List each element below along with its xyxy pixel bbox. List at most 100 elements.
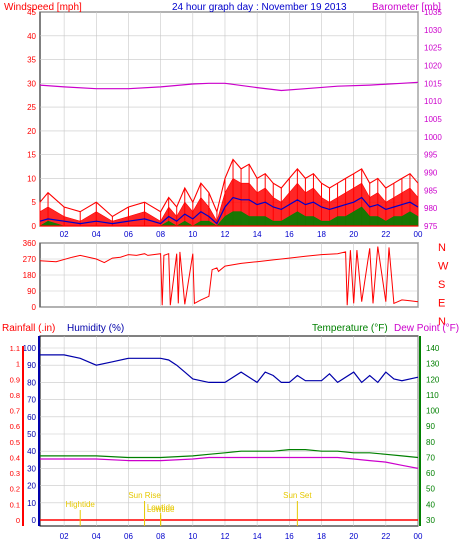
barometer-tick-label: 995	[424, 151, 438, 160]
barometer-tick-label: 980	[424, 204, 438, 213]
temperature-tick-label: 30	[426, 516, 435, 525]
temp-x-tick-label: 04	[92, 532, 101, 541]
rain-tick-label: 0.7	[10, 407, 20, 416]
wind-x-tick-label: 10	[188, 230, 197, 239]
barometer-line	[39, 81, 419, 92]
temp-line	[40, 449, 419, 459]
wind-x-tick-label: 18	[317, 230, 326, 239]
direction-compass-letter: E	[438, 298, 445, 310]
temp-x-tick-label: 22	[381, 532, 390, 541]
humidity-tick-label: 10	[27, 499, 36, 508]
temp-panel-frame	[39, 335, 419, 527]
wind-tick-label: 15	[27, 151, 36, 160]
wind-x-tick-label: 12	[221, 230, 230, 239]
direction-compass-letter: N	[438, 316, 446, 328]
temp-x-tick-label: 12	[221, 532, 230, 541]
avg-line	[39, 196, 419, 225]
barometer-tick-label: 1005	[424, 115, 442, 124]
rain-tick-label: 0.2	[10, 485, 20, 494]
temperature-tick-label: 90	[426, 422, 435, 431]
direction-compass-letter: S	[438, 279, 445, 291]
humidity-tick-label: 100	[23, 344, 37, 353]
temperature-tick-label: 120	[426, 375, 440, 384]
temperature-tick-label: 40	[426, 500, 435, 509]
barometer-tick-label: 1020	[424, 62, 442, 71]
rain-tick-label: 0	[16, 516, 20, 525]
humidity-tick-label: 60	[27, 413, 36, 422]
humidity-tick-label: 90	[27, 361, 36, 370]
temp-x-tick-label: 18	[317, 532, 326, 541]
humidity-tick-label: 80	[27, 378, 36, 387]
direction-tick-label: 0	[32, 303, 37, 312]
barometer-tick-label: 1035	[424, 8, 442, 17]
rain-tick-label: 0.1	[10, 500, 20, 509]
direction-tick-label: 270	[23, 255, 37, 264]
temp-x-tick-label: 16	[285, 532, 294, 541]
axis-layer: 0510152025303540459759809859909951000100…	[10, 8, 449, 541]
direction-compass-letter: N	[438, 242, 446, 254]
direction-tick-label: 360	[23, 239, 37, 248]
temperature-axis-label: Temperature (°F)	[312, 323, 388, 334]
barometer-tick-label: 975	[424, 222, 438, 231]
wind-tick-label: 45	[27, 8, 36, 17]
dewpoint-axis-label: Dew Point (°F)	[394, 323, 459, 334]
barometer-tick-label: 990	[424, 169, 438, 178]
gust-line	[39, 158, 419, 218]
humidity-tick-label: 70	[27, 396, 36, 405]
temp-x-tick-label: 08	[156, 532, 165, 541]
event-label: Lowtide	[147, 503, 175, 512]
temperature-tick-label: 60	[426, 469, 435, 478]
temp-x-tick-label: 14	[253, 532, 262, 541]
barometer-axis-label: Barometer [mb]	[372, 2, 441, 13]
temperature-tick-label: 80	[426, 438, 435, 447]
wind-tick-label: 35	[27, 56, 36, 65]
rain-tick-label: 1.1	[10, 344, 20, 353]
direction-compass-letter: W	[438, 261, 449, 273]
humidity-tick-label: 0	[32, 516, 37, 525]
rain-tick-label: 1	[16, 360, 20, 369]
humidity-tick-label: 20	[27, 482, 36, 491]
temperature-tick-label: 50	[426, 485, 435, 494]
rain-tick-label: 0.3	[10, 469, 20, 478]
rain-tick-label: 0.8	[10, 391, 20, 400]
hum-line	[40, 354, 419, 384]
wind-x-tick-label: 20	[349, 230, 358, 239]
wind-tick-label: 10	[27, 174, 36, 183]
rain-tick-label: 0.9	[10, 375, 20, 384]
barometer-tick-label: 1010	[424, 97, 442, 106]
humidity-tick-label: 30	[27, 464, 36, 473]
wind-tick-label: 30	[27, 79, 36, 88]
wind-x-tick-label: 04	[92, 230, 101, 239]
dew-line	[40, 456, 419, 469]
wind-tick-label: 20	[27, 127, 36, 136]
temperature-tick-label: 140	[426, 344, 440, 353]
direction-line	[39, 246, 419, 306]
temperature-tick-label: 110	[426, 391, 439, 400]
rain-axis-label: Rainfall (.in)	[2, 323, 55, 334]
wind-tick-label: 5	[32, 198, 37, 207]
chart-title: 24 hour graph day : November 19 2013	[172, 2, 347, 13]
rain-tick-label: 0.6	[10, 422, 20, 431]
wind-x-tick-label: 16	[285, 230, 294, 239]
event-label: Sun Set	[283, 491, 312, 500]
temperature-tick-label: 70	[426, 453, 435, 462]
rain-tick-label: 0.4	[10, 453, 20, 462]
direction-tick-label: 90	[27, 287, 36, 296]
wind-tick-label: 40	[27, 32, 36, 41]
wind-x-tick-label: 22	[381, 230, 390, 239]
barometer-tick-label: 1000	[424, 133, 442, 142]
temp-x-tick-label: 20	[349, 532, 358, 541]
wind-x-tick-label: 06	[124, 230, 133, 239]
wind-axis-label: Windspeed [mph]	[4, 2, 82, 13]
wind-tick-label: 25	[27, 103, 36, 112]
event-label: Sun Rise	[128, 491, 161, 500]
barometer-tick-label: 1015	[424, 79, 442, 88]
temp-x-tick-label: 02	[60, 532, 69, 541]
event-label: Lowtide	[147, 505, 175, 514]
event-label: Hightide	[66, 500, 96, 509]
temp-x-tick-label: 00	[414, 532, 423, 541]
wind-tick-label: 0	[32, 222, 37, 231]
temperature-tick-label: 100	[426, 407, 440, 416]
